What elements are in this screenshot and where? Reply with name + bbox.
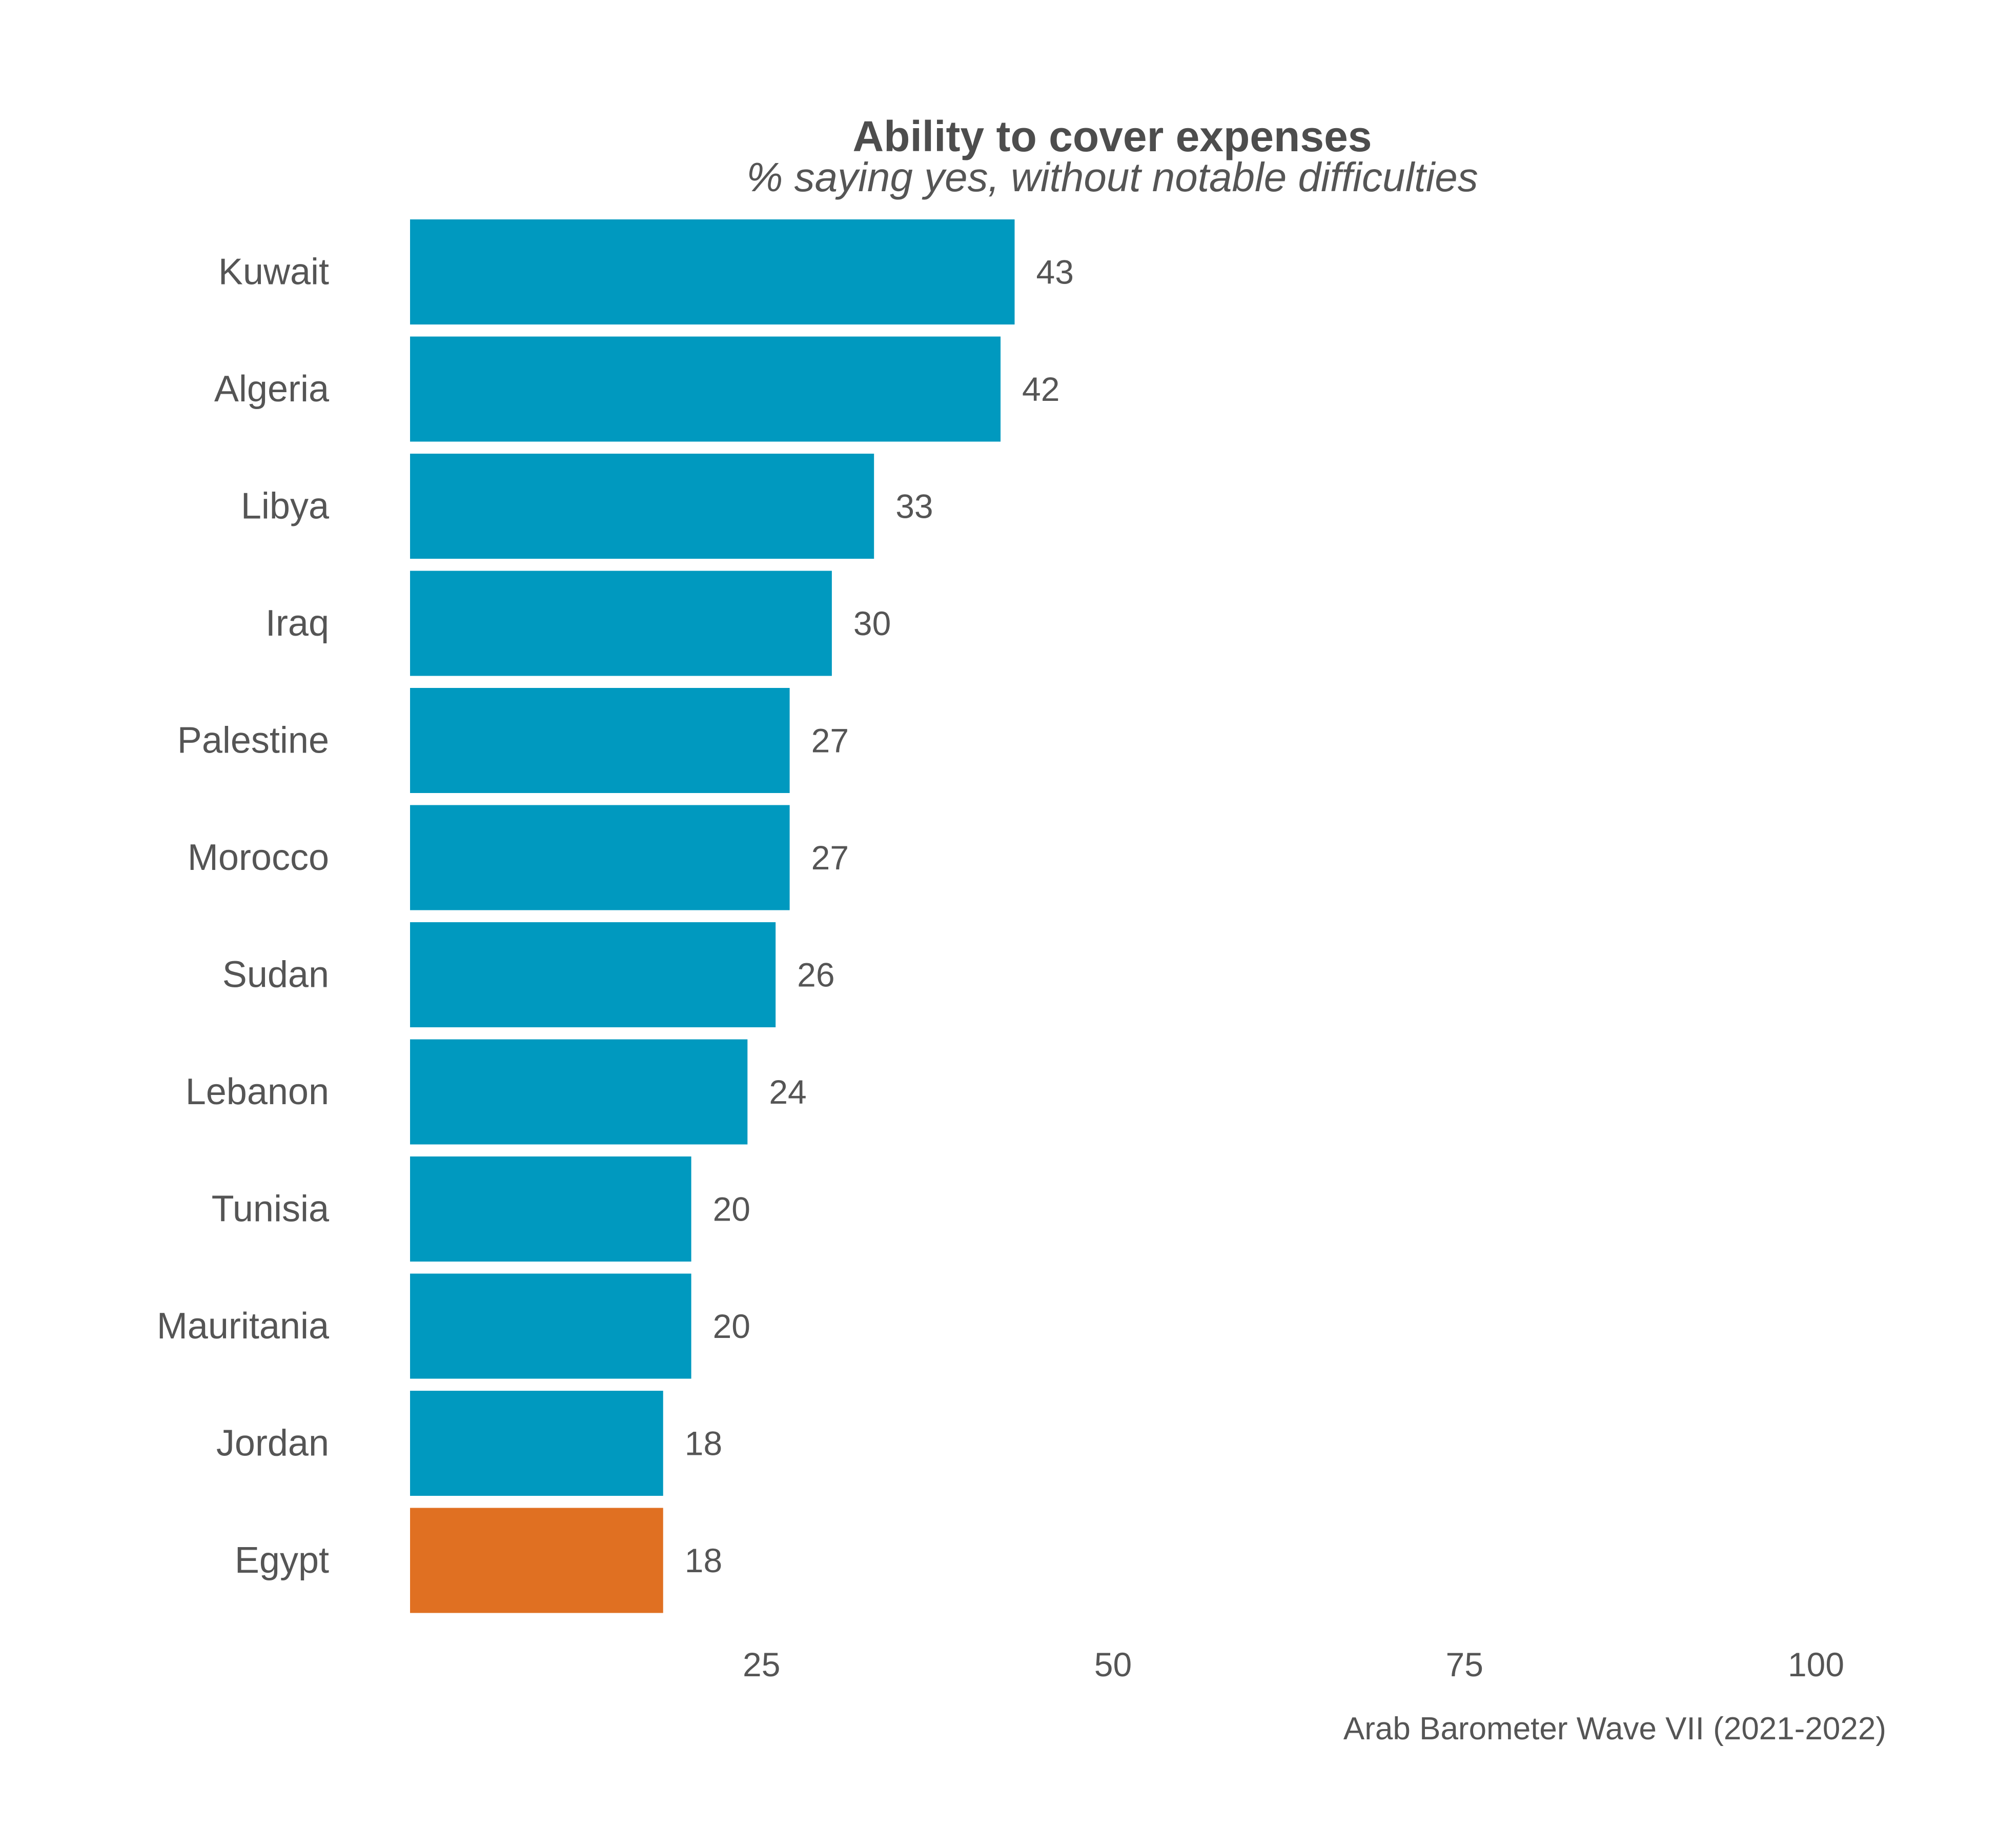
bar-kuwait [410,219,1015,324]
bar-morocco [410,805,790,910]
bar-palestine [410,688,790,793]
category-label-mauritania: Mauritania [157,1306,330,1347]
x-tick-label-75: 75 [1446,1646,1483,1683]
value-label-tunisia: 20 [713,1190,750,1228]
category-labels-group: Kuwait Algeria Libya Iraq Palestine Morocco Su… [157,252,330,1581]
category-label-sudan: Sudan [222,955,329,996]
bar-iraq [410,571,832,676]
bar-mauritania [410,1273,691,1379]
category-label-libya: Libya [241,486,330,527]
value-label-algeria: 42 [1022,370,1059,408]
value-label-lebanon: 24 [769,1073,806,1111]
x-tick-label-50: 50 [1094,1646,1132,1683]
value-label-palestine: 27 [811,722,849,760]
category-label-morocco: Morocco [188,837,329,878]
chart-subtitle: % saying yes, without notable difficulti… [746,154,1478,200]
value-label-jordan: 18 [685,1425,722,1463]
value-label-kuwait: 43 [1036,253,1073,291]
chart-title: Ability to cover expenses [852,112,1372,160]
value-label-morocco: 27 [811,839,849,877]
bar-algeria [410,336,1001,442]
category-label-jordan: Jordan [216,1423,329,1464]
category-label-tunisia: Tunisia [212,1189,330,1230]
bar-sudan [410,922,776,1027]
value-label-egypt: 18 [685,1541,722,1579]
value-labels-group: 43 42 33 30 27 27 26 24 20 20 18 18 [685,253,1074,1580]
value-label-iraq: 30 [853,604,891,642]
bar-libya [410,454,874,559]
bar-jordan [410,1391,663,1496]
chart-caption: Arab Barometer Wave VII (2021-2022) [1343,1711,1886,1747]
category-label-egypt: Egypt [235,1540,329,1581]
category-label-kuwait: Kuwait [218,252,329,293]
category-label-iraq: Iraq [266,603,329,644]
x-tick-label-25: 25 [743,1646,780,1683]
x-axis-ticks-group: 25 50 75 100 [743,1646,1844,1683]
value-label-sudan: 26 [797,956,834,994]
value-label-mauritania: 20 [713,1307,750,1345]
bar-tunisia [410,1156,691,1262]
category-label-lebanon: Lebanon [186,1071,329,1112]
x-tick-label-100: 100 [1788,1646,1844,1683]
bar-egypt [410,1508,663,1613]
category-label-palestine: Palestine [177,720,329,761]
value-label-libya: 33 [895,488,933,525]
bars-group [410,219,1015,1613]
bar-lebanon [410,1039,748,1145]
category-label-algeria: Algeria [214,369,330,410]
